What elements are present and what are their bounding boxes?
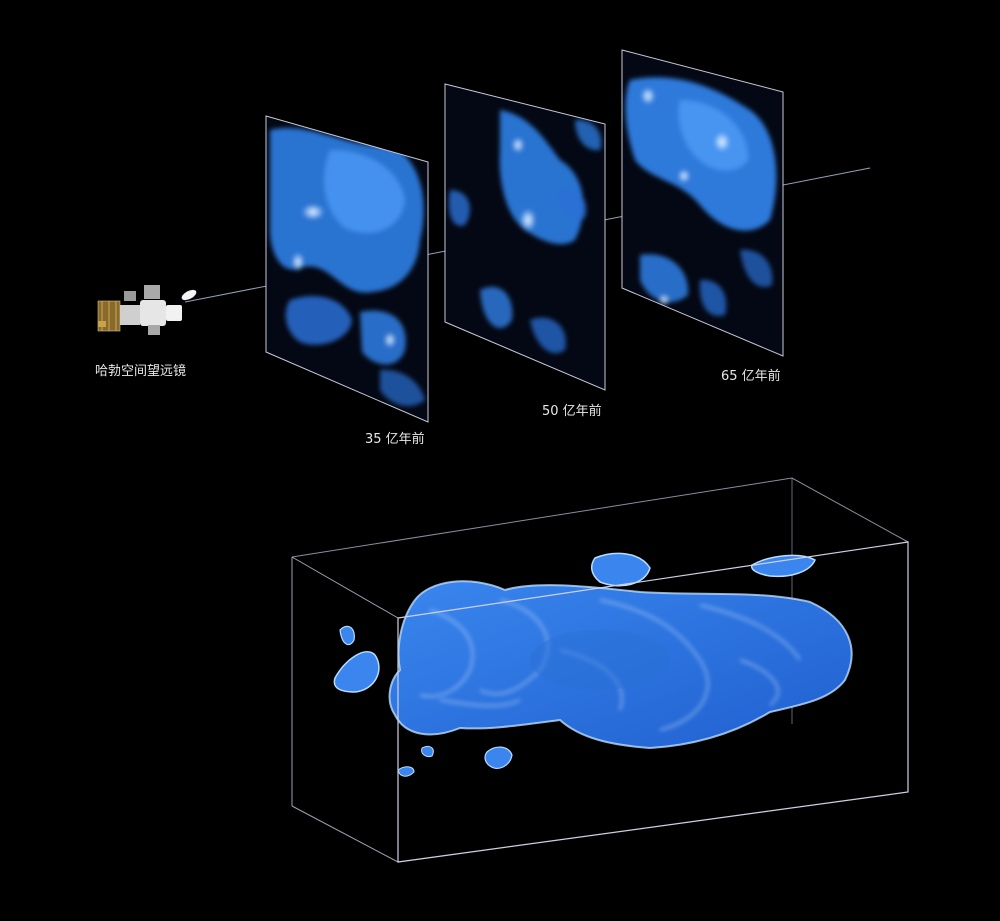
dark-matter-structure xyxy=(333,552,853,777)
slice-35-label: 35 亿年前 xyxy=(365,432,425,447)
slice-65 xyxy=(621,49,784,357)
slice-50 xyxy=(444,83,606,391)
slice-65-label: 65 亿年前 xyxy=(721,369,781,384)
slice-50-label: 50 亿年前 xyxy=(542,404,602,419)
telescope-label: 哈勃空间望远镜 xyxy=(95,364,187,379)
hubble-telescope-icon xyxy=(97,285,197,335)
dark-matter-3d-map xyxy=(291,477,909,863)
slice-35 xyxy=(265,115,429,423)
